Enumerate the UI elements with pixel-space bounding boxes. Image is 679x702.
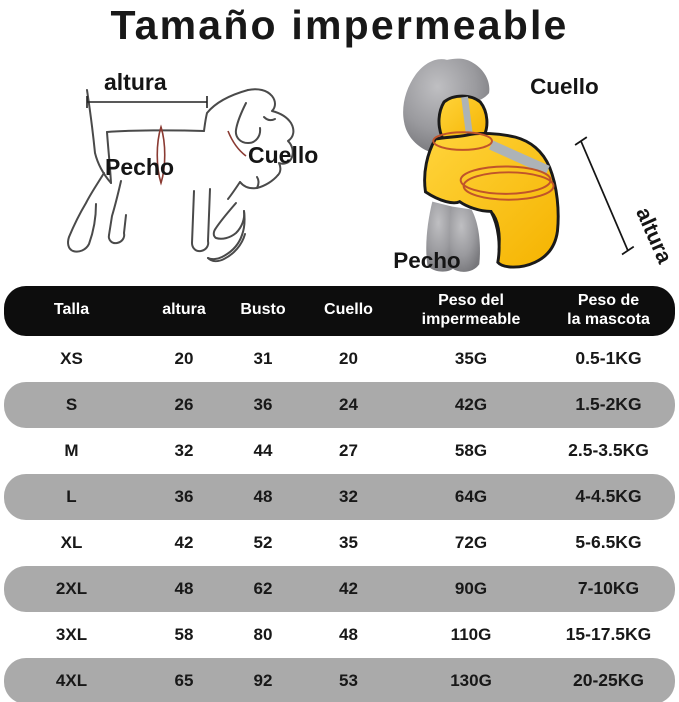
svg-text:Cuello: Cuello [530,74,599,99]
svg-text:Pecho: Pecho [393,248,460,273]
svg-text:Cuello: Cuello [248,142,318,168]
svg-text:Pecho: Pecho [105,154,174,180]
svg-text:altura: altura [631,204,677,268]
svg-text:altura: altura [104,69,167,95]
